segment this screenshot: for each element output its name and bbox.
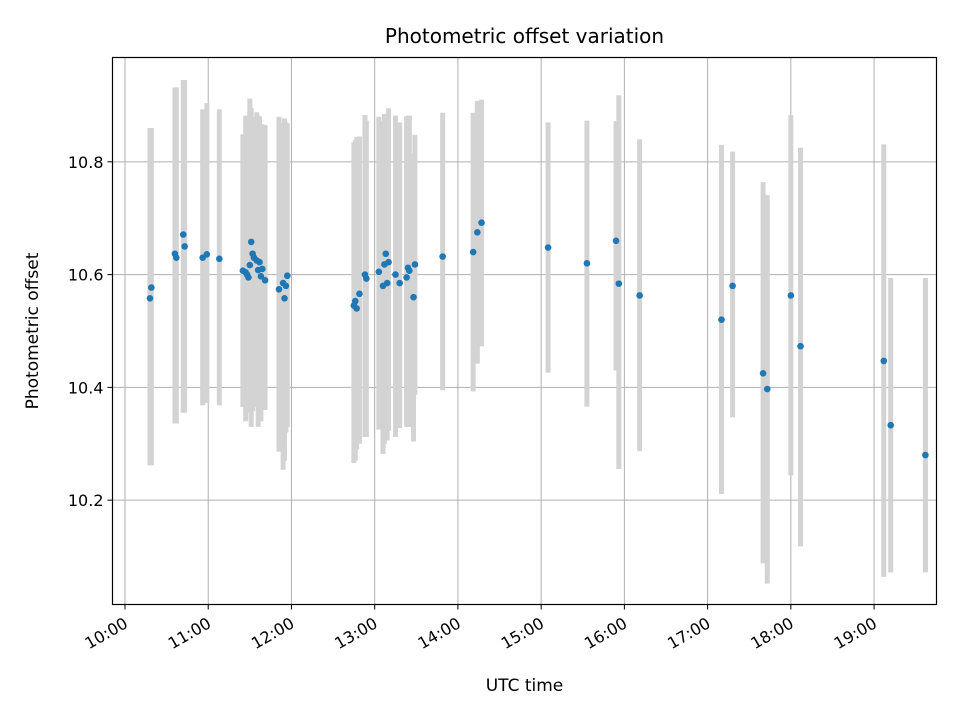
data-point [382,250,390,258]
x-axis: 10:00 11:00 12:00 13:00 14:00 15:00 16:00 17:00… [82,604,880,654]
data-point [353,305,360,312]
data-point [474,229,481,236]
x-axis-label: UTC time [486,676,564,696]
data-point [375,268,383,276]
data-point [718,316,725,324]
y-tick-label: 10.4 [68,378,104,397]
data-point [256,258,263,266]
x-tick-label: 12:00 [248,614,297,654]
data-point [478,219,485,227]
data-point [261,276,269,284]
data-point [411,261,419,268]
data-point [615,280,623,287]
data-point [173,254,180,261]
y-tick-label: 10.2 [68,491,104,510]
y-axis: 10.2 10.4 10.6 10.8 [68,153,113,510]
data-point [729,282,736,290]
y-tick-label: 10.8 [68,153,104,172]
data-point [392,271,399,278]
data-point [612,237,620,245]
data-point [356,290,363,298]
x-tick-label: 14:00 [414,614,463,654]
data-point [148,284,155,291]
data-point [179,231,187,238]
data-point [203,251,211,258]
data-point [383,279,391,287]
x-tick-label: 15:00 [498,614,547,654]
data-point [583,260,591,267]
data-point [797,342,804,350]
data-point [385,258,392,266]
data-point [787,292,795,299]
data-point [363,275,370,282]
data-point [410,293,417,301]
x-tick-label: 16:00 [581,614,630,654]
data-point [406,267,413,274]
data-point [403,274,410,281]
data-point [636,292,643,299]
y-tick-label: 10.6 [68,266,104,285]
x-tick-label: 17:00 [664,614,713,654]
grid [112,57,937,605]
data-point [759,369,767,377]
data-point [146,294,154,302]
data-point [469,248,477,256]
x-tick-label: 11:00 [165,614,214,654]
data-point [247,238,255,246]
data-point [880,357,888,365]
data-point [439,253,446,260]
x-tick-label: 18:00 [747,614,796,654]
x-tick-label: 13:00 [331,614,380,654]
data-point [275,285,283,293]
x-tick-label: 10:00 [82,614,131,654]
data-point [887,421,895,429]
x-tick-label: 19:00 [831,614,880,654]
data-point [396,279,403,287]
data-point [282,282,290,290]
error-bars [147,80,928,584]
data-point [351,297,359,305]
data-point [922,451,929,459]
chart-title: Photometric offset variation [385,24,664,48]
data-point [283,272,291,280]
plot-frame [111,56,938,606]
data-point [544,244,552,251]
data-point [216,255,223,263]
y-axis-label: Photometric offset [23,252,43,409]
data-point [281,294,288,302]
data-point [181,243,188,250]
data-point [245,274,252,281]
data-point [257,273,265,280]
data-point [763,385,771,393]
data-points [146,219,929,459]
data-point [259,265,266,273]
data-point [246,261,254,269]
